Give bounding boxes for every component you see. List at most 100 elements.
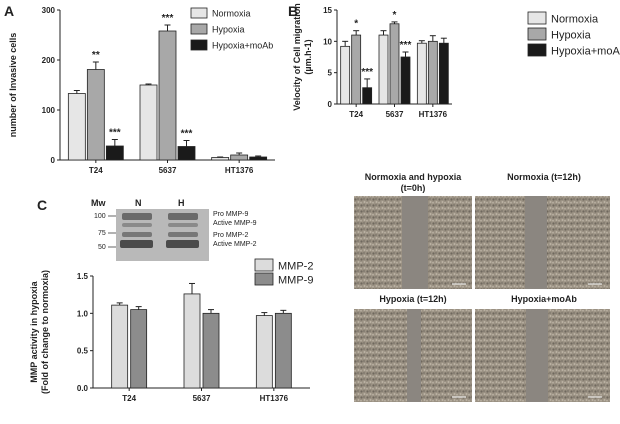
y-axis-unit: (µm.h-1) xyxy=(303,39,313,74)
bar-a-normoxia-2 xyxy=(211,157,230,161)
x-tick-label: 5637 xyxy=(193,394,211,403)
zymography-gel: Mw N H 100 75 50 Pro MMP-9 Active MMP-9 … xyxy=(91,198,257,261)
significance-mark: *** xyxy=(181,129,193,140)
y-tick-label: 100 xyxy=(42,106,56,115)
bar-c-mmp2-1 xyxy=(183,293,201,389)
y-tick-label: 0.5 xyxy=(77,347,89,356)
legend-label-moab: Hypoxia+moAb xyxy=(551,46,620,58)
significance-mark: *** xyxy=(162,13,174,24)
x-tick-label: T24 xyxy=(89,166,103,175)
gel-band-label-active-mmp2: Active MMP-2 xyxy=(213,241,257,248)
bar-c-mmp9-2 xyxy=(274,312,292,389)
y-tick-label: 0 xyxy=(51,156,56,165)
bar-c-mmp9-0 xyxy=(130,309,148,389)
bar-b-hypoxia-0 xyxy=(351,34,362,105)
micrograph-t0 xyxy=(354,196,472,289)
legend-swatch-moab xyxy=(190,39,208,51)
legend-swatch-hypoxia xyxy=(527,27,547,41)
significance-mark: * xyxy=(393,10,397,21)
legend-label-mmp2: MMP-2 xyxy=(278,261,313,273)
micrograph-title-t0: Normoxia and hypoxia xyxy=(365,172,463,182)
legend-swatch-normoxia xyxy=(527,11,547,25)
bar-a-moab-2 xyxy=(249,156,268,161)
legend-label-hypoxia: Hypoxia xyxy=(212,25,245,35)
y-tick-label: 5 xyxy=(328,69,333,78)
legend-label-mmp9: MMP-9 xyxy=(278,275,313,287)
x-tick-label: HT1376 xyxy=(419,110,448,119)
bar-b-normoxia-1 xyxy=(378,34,389,105)
micrograph-title-normoxia: Normoxia (t=12h) xyxy=(507,172,581,182)
micrograph-normoxia-12h xyxy=(475,196,610,289)
micrograph-title-moab: Hypoxia+moAb xyxy=(511,294,577,304)
bar-c-mmp9-1 xyxy=(202,312,220,389)
legend-swatch-normoxia xyxy=(190,7,208,19)
gel-lane-h: H xyxy=(178,198,185,208)
y-axis-label: number of Invasive cells xyxy=(8,33,18,138)
bar-b-moab-2 xyxy=(438,42,449,105)
legend-swatch-mmp9 xyxy=(254,272,274,286)
legend-label-moab: Hypoxia+moAb xyxy=(212,41,273,51)
gel-mw-label: Mw xyxy=(91,198,106,208)
y-tick-label: 300 xyxy=(42,6,56,15)
gel-band-h-pro-mmp9 xyxy=(168,213,198,220)
significance-mark: * xyxy=(354,19,358,30)
legend-label-normoxia: Normoxia xyxy=(551,14,599,26)
bar-c-mmp2-0 xyxy=(111,304,129,389)
chart-b: 0 5 10 15 Velocity of Cell migration (µm.h-1)… xyxy=(292,3,620,119)
bar-b-hypoxia-2 xyxy=(427,40,438,105)
bar-a-moab-0 xyxy=(105,145,124,161)
y-axis-label-2: (Fold of change to normoxia) xyxy=(40,270,50,394)
legend-label-hypoxia: Hypoxia xyxy=(551,30,592,42)
bar-a-hypoxia-0 xyxy=(86,69,105,161)
x-tick-label: 5637 xyxy=(159,166,177,175)
legend-label-normoxia: Normoxia xyxy=(212,9,251,19)
bar-b-hypoxia-1 xyxy=(389,23,400,105)
x-tick-label: HT1376 xyxy=(225,166,254,175)
panel-letter-b: B xyxy=(288,3,298,19)
panel-letter-a: A xyxy=(4,3,14,19)
gel-band-n-pro-mmp2 xyxy=(122,232,152,237)
significance-mark: *** xyxy=(400,40,412,51)
gel-band-label-pro-mmp2: Pro MMP-2 xyxy=(213,232,249,239)
bar-a-normoxia-1 xyxy=(139,84,158,161)
gel-band-label-active-mmp9: Active MMP-9 xyxy=(213,220,257,227)
micrograph-subtitle-t0: (t=0h) xyxy=(401,183,426,193)
gel-mw-75: 75 xyxy=(98,230,106,237)
y-tick-label: 1.0 xyxy=(77,309,89,318)
y-tick-label: 0.0 xyxy=(77,384,89,393)
significance-mark: ** xyxy=(92,50,100,61)
micrographs: Normoxia and hypoxia (t=0h) Normoxia (t=… xyxy=(354,172,610,402)
y-tick-label: 0 xyxy=(328,100,333,109)
gel-band-n-active-mmp9 xyxy=(122,223,152,227)
y-tick-label: 200 xyxy=(42,56,56,65)
bar-a-normoxia-0 xyxy=(67,93,86,161)
bar-b-normoxia-2 xyxy=(416,42,427,105)
chart-c: 0.0 0.5 1.0 1.5 MMP activity in hypoxia (Fold… xyxy=(29,258,313,403)
gel-band-h-pro-mmp2 xyxy=(168,232,198,237)
significance-mark: *** xyxy=(361,67,373,78)
bar-c-mmp2-2 xyxy=(255,315,273,389)
bar-b-moab-0 xyxy=(362,87,373,105)
bar-a-hypoxia-2 xyxy=(230,154,249,161)
gel-band-label-pro-mmp9: Pro MMP-9 xyxy=(213,211,249,218)
legend-swatch-hypoxia xyxy=(190,23,208,35)
y-axis-label: Velocity of Cell migration xyxy=(292,3,302,111)
y-tick-label: 15 xyxy=(323,6,332,15)
x-tick-label: 5637 xyxy=(386,110,404,119)
micrograph-moab xyxy=(475,309,610,402)
panel-letter-c: C xyxy=(37,197,47,213)
y-tick-label: 1.5 xyxy=(77,272,89,281)
significance-mark: *** xyxy=(109,128,121,139)
bar-b-normoxia-0 xyxy=(340,45,351,105)
legend-swatch-moab xyxy=(527,43,547,57)
gel-band-h-active-mmp2 xyxy=(166,240,199,248)
bar-a-hypoxia-1 xyxy=(158,30,177,161)
bar-a-moab-1 xyxy=(177,146,196,161)
gel-mw-100: 100 xyxy=(94,213,106,220)
micrograph-title-hypoxia: Hypoxia (t=12h) xyxy=(379,294,446,304)
legend-swatch-mmp2 xyxy=(254,258,274,272)
x-tick-label: HT1376 xyxy=(260,394,289,403)
bar-b-moab-1 xyxy=(400,56,411,105)
gel-band-h-active-mmp9 xyxy=(168,223,198,227)
